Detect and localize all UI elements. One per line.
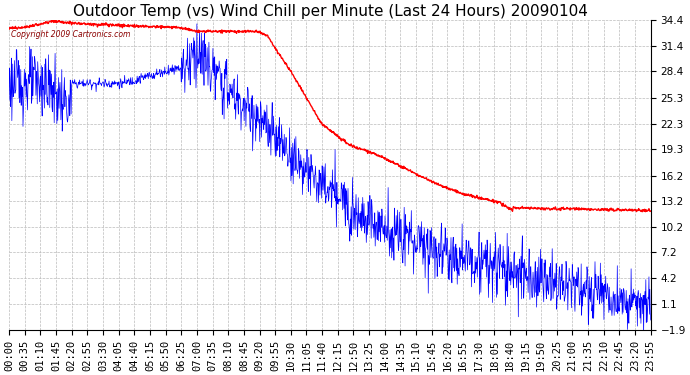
Text: Copyright 2009 Cartronics.com: Copyright 2009 Cartronics.com <box>11 30 130 39</box>
Title: Outdoor Temp (vs) Wind Chill per Minute (Last 24 Hours) 20090104: Outdoor Temp (vs) Wind Chill per Minute … <box>72 4 587 19</box>
